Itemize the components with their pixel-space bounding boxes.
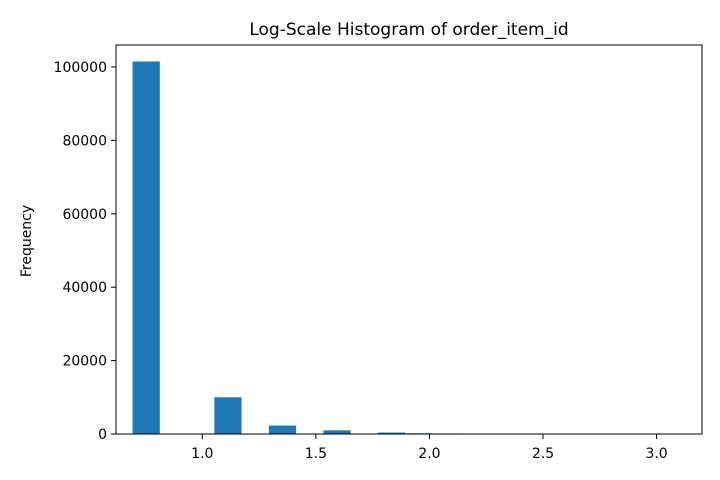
y-tick-label-2: 40000	[62, 280, 107, 296]
x-tick-label-4: 3.0	[645, 446, 667, 462]
y-tick-label-5: 100000	[54, 60, 107, 76]
histogram-bar-1	[214, 397, 242, 434]
axes-frame	[115, 44, 703, 435]
x-tick-label-0: 1.0	[191, 446, 213, 462]
y-tick-label-0: 0	[98, 427, 107, 443]
x-tick-label-2: 2.0	[418, 446, 440, 462]
y-tick-label-3: 60000	[62, 207, 107, 223]
histogram-bar-0	[132, 61, 160, 434]
ticks-layer: 1.0 1.5 2.0 2.5 3.0 0 20000 40000 60000 80000 1000…	[54, 60, 668, 462]
x-tick-label-1: 1.5	[305, 446, 327, 462]
chart-title: Log-Scale Histogram of order_item_id	[249, 20, 568, 40]
x-tick-label-3: 2.5	[532, 446, 554, 462]
bars-layer	[132, 61, 678, 434]
y-tick-label-1: 20000	[62, 354, 107, 370]
histogram-bar-3	[323, 430, 351, 434]
y-tick-label-4: 80000	[62, 133, 107, 149]
histogram-bar-4	[377, 432, 406, 434]
histogram-bar-2	[268, 425, 297, 434]
y-axis-label: Frequency	[19, 205, 35, 277]
plot-frame	[115, 44, 703, 435]
